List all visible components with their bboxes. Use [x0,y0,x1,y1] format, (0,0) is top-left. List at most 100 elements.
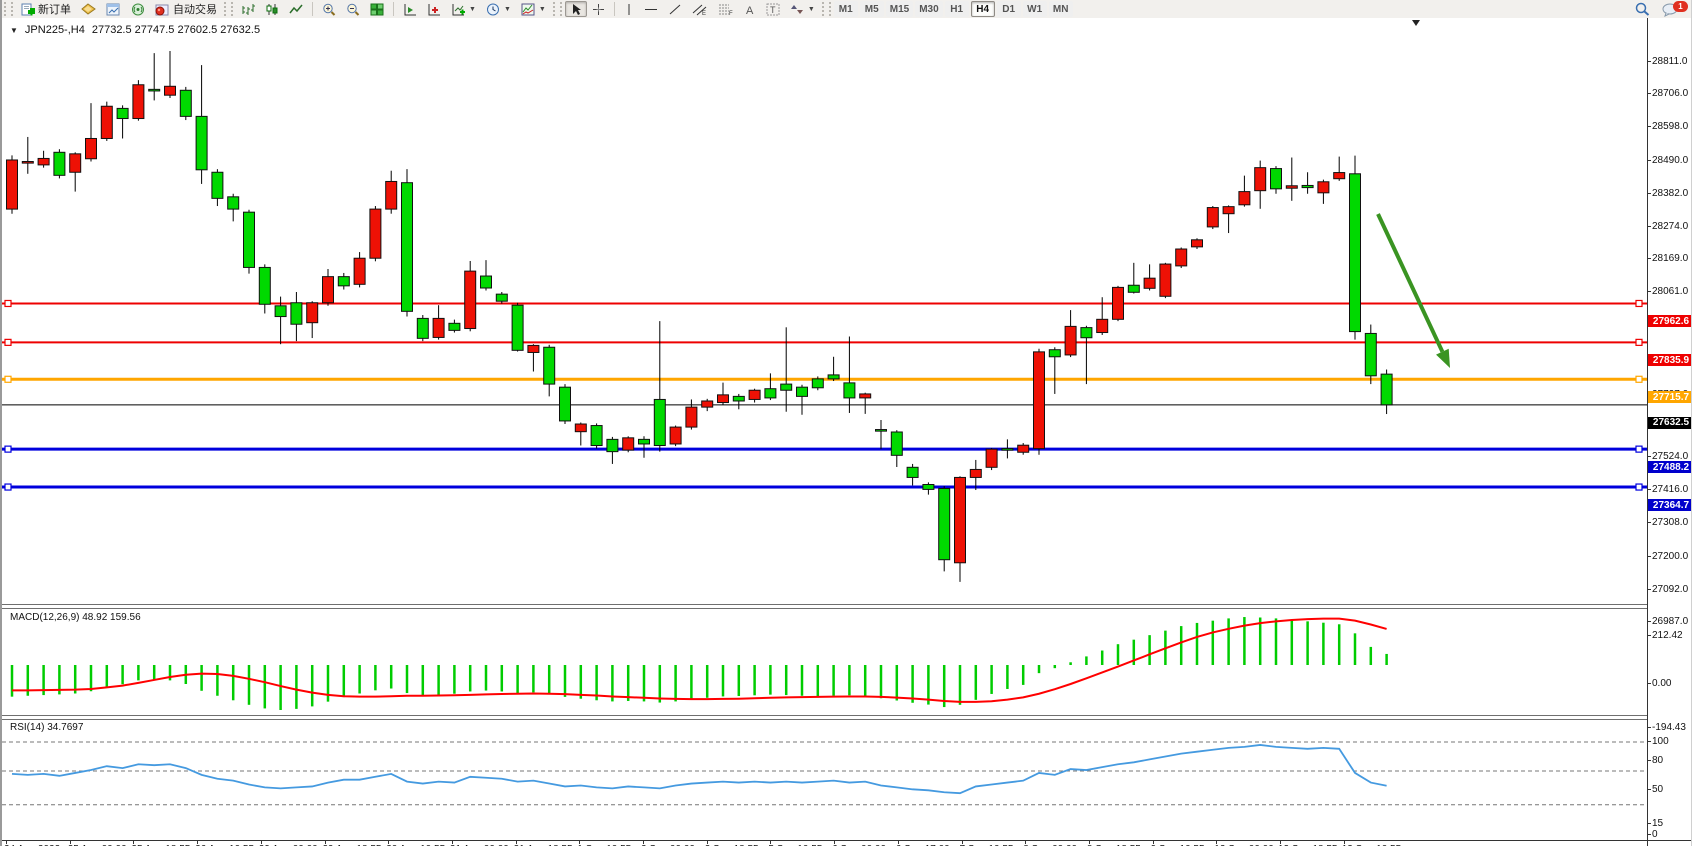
new-chart-button[interactable] [101,1,126,17]
macd-label: MACD(12,26,9) 48.92 159.56 [10,612,141,623]
line-anchor-handle[interactable] [4,445,12,453]
strategy-test-button[interactable] [422,1,446,17]
time-axis-label[interactable]: 6 Sep 00:00 [832,844,886,846]
timeframe-h4[interactable]: H4 [970,1,995,17]
time-axis-label[interactable]: 9 Sep 10:55 [1151,844,1205,846]
time-axis-label[interactable]: 5 Sep 10:55 [768,844,822,846]
timeframe-m5[interactable]: M5 [859,1,884,17]
fibonacci-tool[interactable]: F [713,1,739,17]
time-axis-label[interactable]: 24 Aug 2022 [4,844,60,846]
channel-tool[interactable]: E [687,1,713,17]
time-axis-label[interactable]: 25 Aug 00:00 [68,844,127,846]
time-axis-label[interactable]: 2 Sep 00:00 [641,844,695,846]
tile-windows-button[interactable] [365,1,389,17]
toolbar-drag-handle[interactable] [4,2,13,16]
time-axis-label[interactable]: 6 Sep 17:00 [896,844,950,846]
annotation-arrow-head[interactable] [1436,348,1450,368]
text-label-tool[interactable]: T [761,1,785,17]
line-anchor-handle[interactable] [1635,299,1643,308]
trendline-tool[interactable] [663,1,687,17]
annotation-arrow-line[interactable] [1376,213,1445,353]
candle-up [669,426,682,445]
line-anchor-handle[interactable] [4,299,12,308]
market-watch-button[interactable] [76,1,101,17]
periods-dropdown[interactable]: ▼ [481,1,516,17]
timeframe-h1[interactable]: H1 [944,1,969,17]
chart-shift-marker[interactable] [1412,20,1420,26]
price-axis[interactable] [1647,18,1648,846]
price-badge[interactable]: 27962.6 [1648,315,1691,328]
arrows-tool-dropdown[interactable]: ▼ [785,1,820,17]
toolbar-drag-handle[interactable] [552,2,562,16]
time-axis-label[interactable]: 29 Aug 00:00 [259,844,318,846]
zoom-in-button[interactable] [317,1,341,17]
time-axis-label[interactable]: 26 Aug 10:55 [195,844,254,846]
new-order-button[interactable]: 新订单 [16,1,76,17]
time-axis-label[interactable]: 2 Sep 18:55 [705,844,759,846]
candle-down [448,322,461,331]
text-tool[interactable]: A [739,1,761,17]
chart-area[interactable]: ▼ JPN225-,H4 27732.5 27747.5 27602.5 276… [2,18,1692,846]
line-anchor-handle[interactable] [4,375,12,383]
indicators-dropdown[interactable]: ▼ [446,1,481,17]
price-badge[interactable]: 27835.9 [1648,354,1691,367]
time-axis-label[interactable]: 29 Aug 18:55 [323,844,382,846]
line-chart-button[interactable] [284,1,308,17]
data-window-button[interactable] [398,1,422,17]
chart-canvas[interactable] [2,18,1692,846]
crosshair-tool-button[interactable] [587,1,610,17]
time-axis-label[interactable]: 8 Sep 18:55 [1087,844,1141,846]
templates-dropdown[interactable]: ▼ [516,1,551,17]
macd-axis-tick [1647,683,1651,684]
time-axis-label[interactable]: 1 Sep 10:55 [577,844,631,846]
time-axis-label[interactable]: 13 Sep 10:55 [1342,844,1402,846]
timeframe-mn[interactable]: MN [1048,1,1073,17]
crosshair-icon [592,3,605,16]
signals-button[interactable] [126,1,150,17]
timeframe-d1[interactable]: D1 [996,1,1021,17]
collapse-triangle-icon[interactable]: ▼ [10,25,18,35]
line-anchor-handle[interactable] [1635,338,1643,346]
line-anchor-handle[interactable] [4,338,12,346]
timeframe-m15[interactable]: M15 [885,1,914,17]
line-anchor-handle[interactable] [1635,375,1643,383]
pane-separator[interactable] [2,715,1647,720]
bar-chart-button[interactable] [236,1,260,17]
time-axis-label[interactable]: 25 Aug 18:55 [131,844,190,846]
timeframe-m1[interactable]: M1 [833,1,858,17]
time-axis-label[interactable]: 12 Sep 00:00 [1214,844,1274,846]
time-axis-label[interactable]: 31 Aug 18:55 [514,844,573,846]
price-badge[interactable]: 27632.5 [1648,416,1691,429]
chevron-down-icon: ▼ [503,5,511,13]
search-icon[interactable] [1635,2,1650,19]
price-badge[interactable]: 27364.7 [1648,499,1691,512]
candlestick-chart-button[interactable] [260,1,284,17]
candle-down [1127,284,1140,293]
notification-badge[interactable]: 1 [1673,1,1688,12]
pane-separator[interactable] [2,604,1647,609]
toolbar-drag-handle[interactable] [224,2,233,16]
line-anchor-handle[interactable] [1635,483,1643,491]
timeframe-w1[interactable]: W1 [1022,1,1047,17]
price-axis-tick [1647,93,1651,95]
toolbar-drag-handle[interactable] [821,2,831,16]
line-anchor-handle[interactable] [1635,445,1643,453]
timeframe-m30[interactable]: M30 [915,1,943,17]
zoom-out-button[interactable] [341,1,365,17]
time-axis-label[interactable]: 8 Sep 00:00 [1023,844,1077,846]
candle-down [796,386,808,397]
auto-trading-button[interactable]: 自动交易 [150,1,222,17]
time-axis-label[interactable]: 7 Sep 10:55 [960,844,1014,846]
rsi-axis-tick [1647,822,1651,824]
price-badge[interactable]: 27715.7 [1648,391,1691,404]
time-axis-label[interactable]: 30 Aug 10:55 [386,844,445,846]
price-badge[interactable]: 27488.2 [1648,461,1691,474]
line-anchor-handle[interactable] [4,483,12,491]
time-axis-label[interactable]: 12 Sep 18:55 [1278,844,1338,846]
horizontal-line-tool[interactable] [639,1,663,17]
vertical-line-tool[interactable] [619,1,639,17]
time-axis-tick [1343,840,1345,844]
cursor-tool-button[interactable] [564,1,587,17]
time-axis-label[interactable]: 31 Aug 00:00 [450,844,509,846]
candle-up [1222,206,1235,215]
